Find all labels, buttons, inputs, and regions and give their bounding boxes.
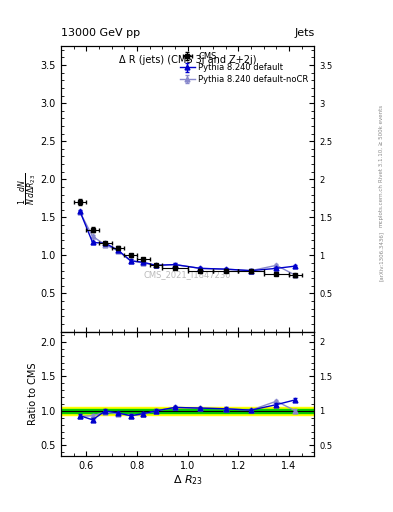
Legend: CMS, Pythia 8.240 default, Pythia 8.240 default-noCR: CMS, Pythia 8.240 default, Pythia 8.240 …	[178, 50, 310, 86]
Y-axis label: Ratio to CMS: Ratio to CMS	[28, 362, 38, 425]
Text: [arXiv:1306.3436]: [arXiv:1306.3436]	[379, 231, 384, 281]
Text: CMS_2021_I1847230: CMS_2021_I1847230	[144, 270, 231, 279]
Bar	[61, 409, 314, 413]
Text: mcplots.cern.ch: mcplots.cern.ch	[379, 183, 384, 227]
Text: Rivet 3.1.10, ≥ 500k events: Rivet 3.1.10, ≥ 500k events	[379, 105, 384, 182]
Y-axis label: $\frac{1}{N}\frac{dN}{d\Delta R_{23}}$: $\frac{1}{N}\frac{dN}{d\Delta R_{23}}$	[17, 173, 39, 205]
X-axis label: $\Delta\ R_{23}$: $\Delta\ R_{23}$	[173, 473, 203, 487]
Text: Δ R (jets) (CMS 3j and Z+2j): Δ R (jets) (CMS 3j and Z+2j)	[119, 55, 256, 65]
Text: 13000 GeV pp: 13000 GeV pp	[61, 28, 140, 38]
Bar	[61, 407, 314, 415]
Text: Jets: Jets	[294, 28, 314, 38]
